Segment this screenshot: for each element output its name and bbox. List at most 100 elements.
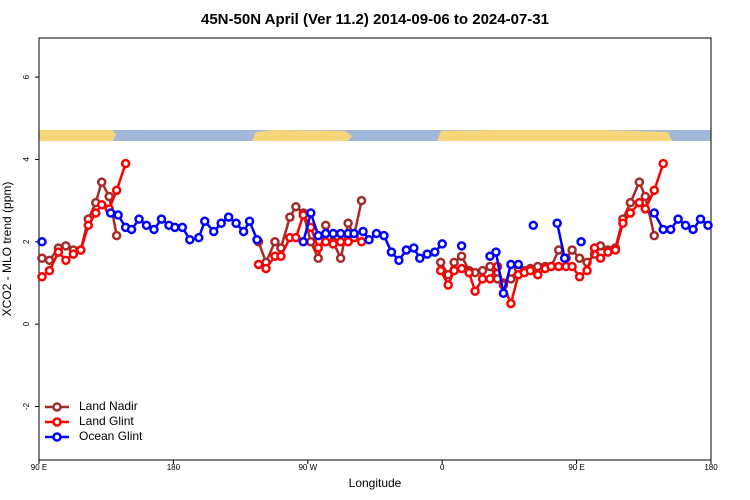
x-tick-label: 0 [440, 463, 445, 472]
data-point [105, 208, 116, 218]
data-point [61, 255, 71, 266]
data-point [358, 226, 368, 237]
data-point [658, 224, 668, 235]
data-point [658, 158, 668, 169]
data-point [231, 218, 241, 229]
data-point [170, 222, 180, 233]
data-point [435, 265, 446, 276]
data-point [223, 212, 234, 222]
data-point [618, 218, 628, 229]
data-point [68, 249, 79, 259]
chart-title: 45N-50N April (Ver 11.2) 2014-09-06 to 2… [201, 11, 549, 28]
y-tick-label: 4 [22, 157, 31, 162]
data-point [649, 230, 660, 241]
data-point [567, 261, 577, 272]
data-point [111, 230, 122, 241]
data-point [44, 265, 55, 276]
data-point [298, 210, 309, 220]
data-point [261, 263, 271, 274]
data-point [567, 245, 577, 255]
data-point [253, 259, 264, 270]
data-point [688, 224, 698, 235]
y-tick-label: -2 [22, 402, 31, 410]
data-point [449, 265, 459, 276]
x-tick-label: 90 W [298, 463, 317, 472]
data-point [306, 208, 316, 218]
data-point [113, 210, 123, 220]
data-point [429, 247, 440, 257]
data-point [673, 214, 683, 224]
data-point [449, 257, 459, 268]
data-point [76, 245, 86, 255]
data-point [335, 237, 346, 247]
data-point [435, 257, 446, 268]
land-ocean-strip [39, 130, 711, 141]
data-point [83, 220, 94, 231]
data-point [194, 232, 204, 243]
y-tick-label: 6 [22, 74, 31, 79]
data-point [498, 288, 509, 299]
data-point [156, 214, 167, 224]
data-point [320, 237, 331, 247]
data-point [379, 230, 389, 241]
data-point [208, 226, 219, 237]
y-tick-label: 0 [22, 321, 31, 326]
data-point [335, 228, 346, 239]
data-point [335, 253, 346, 264]
data-point [149, 224, 159, 235]
data-point [610, 245, 621, 255]
data-point [595, 253, 606, 264]
data-point [291, 202, 301, 212]
data-point [126, 224, 137, 235]
data-point [634, 197, 645, 208]
data-point [37, 237, 47, 247]
data-point [409, 243, 419, 253]
data-point [270, 237, 280, 247]
data-point [285, 212, 295, 222]
data-point [252, 234, 262, 245]
data-point [528, 220, 539, 231]
data-point [349, 228, 359, 239]
legend-marker [52, 402, 62, 412]
y-axis-label: XCO2 - MLO trend (ppm) [0, 182, 14, 317]
data-point [703, 220, 713, 231]
data-point [104, 191, 114, 202]
data-point [320, 220, 331, 231]
data-point [291, 232, 301, 243]
x-axis-label: Longitude [349, 476, 402, 490]
data-point [141, 220, 152, 231]
data-point [401, 245, 412, 255]
data-point [443, 280, 453, 290]
x-tick-label: 90 E [31, 463, 47, 472]
data-point [680, 220, 691, 231]
data-point [574, 253, 585, 264]
y-tick-label: 2 [22, 239, 31, 244]
data-point [576, 237, 586, 247]
data-point [533, 269, 543, 280]
data-point [313, 253, 324, 264]
data-point [634, 177, 645, 187]
data-point [589, 243, 600, 253]
data-point [394, 255, 404, 266]
data-point [574, 272, 585, 282]
legend-marker [52, 432, 62, 442]
data-point [185, 234, 195, 245]
data-point [343, 218, 353, 229]
data-point [422, 249, 433, 259]
data-point [364, 234, 374, 245]
data-point [53, 247, 64, 257]
data-point [371, 228, 382, 239]
data-point [485, 251, 495, 261]
data-point [553, 261, 564, 272]
data-point [665, 224, 676, 235]
data-point [90, 208, 101, 218]
data-point [120, 158, 131, 169]
data-point [559, 253, 570, 264]
data-point [640, 204, 651, 214]
data-point [238, 226, 249, 237]
legend-label: Land Nadir [79, 399, 138, 413]
data-point [649, 208, 660, 218]
data-point [37, 272, 47, 282]
data-point [96, 177, 107, 187]
